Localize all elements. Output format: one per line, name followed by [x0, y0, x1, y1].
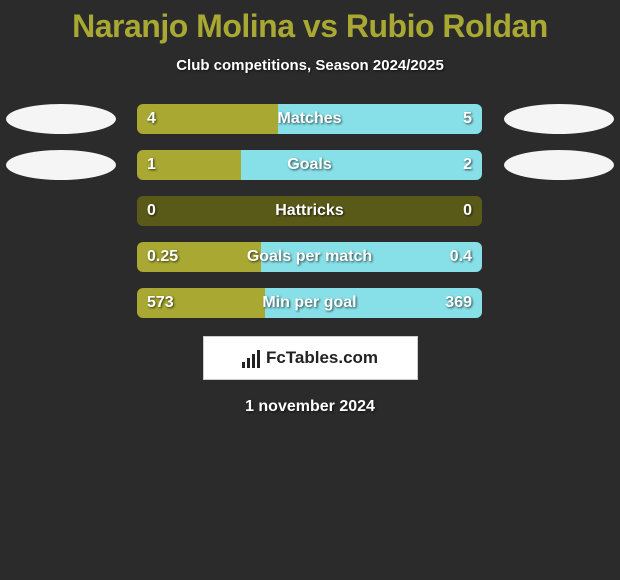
bar-container: 0.250.4Goals per match	[137, 242, 482, 272]
player1-oval	[6, 150, 116, 180]
logo-text: FcTables.com	[266, 348, 378, 368]
stat-label: Goals	[137, 150, 482, 180]
stat-label: Goals per match	[137, 242, 482, 272]
bar-container: 00Hattricks	[137, 196, 482, 226]
player1-name: Naranjo Molina	[72, 8, 294, 44]
bar-container: 12Goals	[137, 150, 482, 180]
fctables-logo: FcTables.com	[203, 336, 418, 380]
player2-oval	[504, 104, 614, 134]
page-title: Naranjo Molina vs Rubio Roldan	[0, 0, 620, 45]
stat-label: Matches	[137, 104, 482, 134]
stat-row: 00Hattricks	[0, 196, 620, 226]
stat-row: 12Goals	[0, 150, 620, 180]
player1-oval	[6, 104, 116, 134]
vs-text: vs	[303, 8, 338, 44]
stat-label: Hattricks	[137, 196, 482, 226]
player2-name: Rubio Roldan	[346, 8, 548, 44]
date-text: 1 november 2024	[0, 398, 620, 416]
stat-label: Min per goal	[137, 288, 482, 318]
comparison-chart: 45Matches 12Goals 00Hattricks 0.250.4Goals …	[0, 104, 620, 318]
stat-row: 573369Min per goal	[0, 288, 620, 318]
stat-row: 0.250.4Goals per match	[0, 242, 620, 272]
subtitle: Club competitions, Season 2024/2025	[0, 57, 620, 74]
logo-bars-icon	[242, 348, 260, 368]
bar-container: 573369Min per goal	[137, 288, 482, 318]
player2-oval	[504, 150, 614, 180]
stat-row: 45Matches	[0, 104, 620, 134]
bar-container: 45Matches	[137, 104, 482, 134]
